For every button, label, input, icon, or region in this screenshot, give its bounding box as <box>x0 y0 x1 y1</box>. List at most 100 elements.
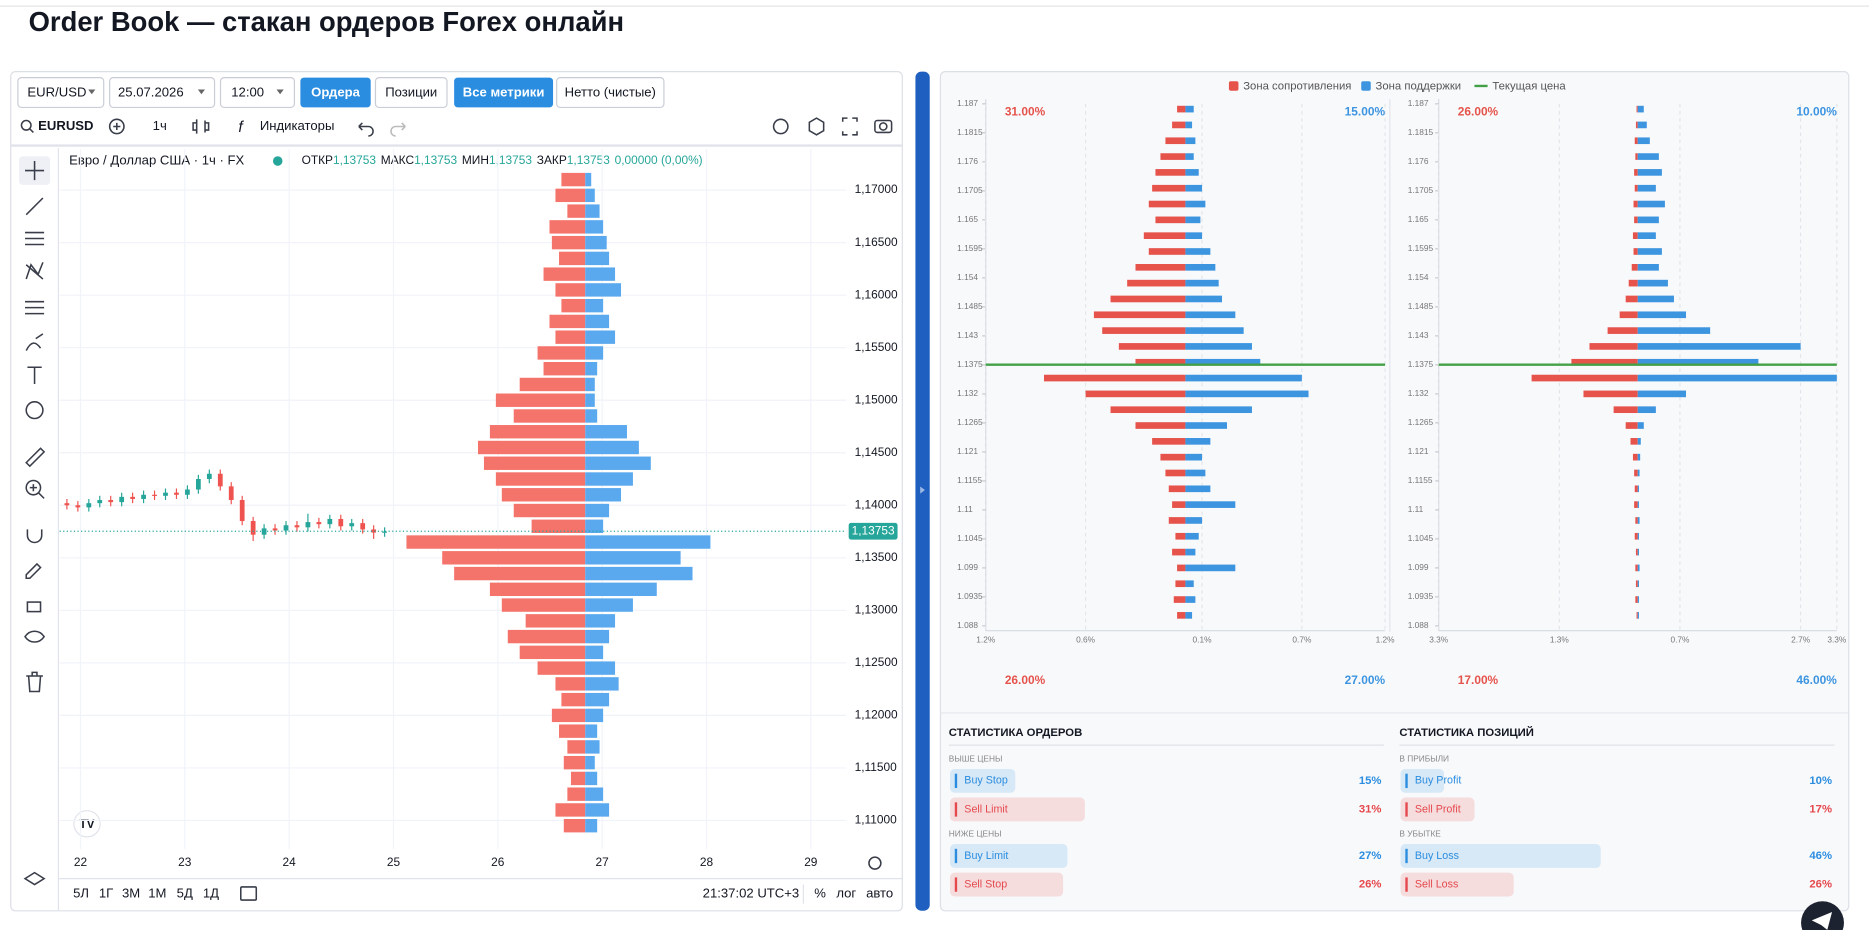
period[interactable]: 5Д <box>177 886 193 901</box>
brush-tool[interactable] <box>25 333 44 351</box>
all-metrics-button-text[interactable]: Все метрики <box>463 85 545 100</box>
symbol[interactable]: EURUSD <box>38 118 93 133</box>
search-icon <box>29 128 34 133</box>
market-status <box>272 156 283 166</box>
candle-body <box>64 503 70 506</box>
ohlc-label: МИН <box>462 153 489 167</box>
legend-label[interactable]: Текущая цена <box>1492 81 1566 93</box>
text-tool[interactable] <box>27 366 42 384</box>
log-toggle[interactable]: лог <box>836 886 856 901</box>
telegram-button[interactable] <box>1801 901 1844 930</box>
sell-bar <box>1635 580 1638 588</box>
net-button-text[interactable]: Нетто (чистые) <box>565 85 656 100</box>
sell-bar <box>1632 453 1638 461</box>
percent-toggle[interactable]: % <box>814 886 826 901</box>
undo-icon[interactable] <box>358 122 374 137</box>
pair-select-text[interactable]: EUR/USD <box>27 85 86 100</box>
buy-bar <box>1185 453 1203 461</box>
fullscreen-icon[interactable] <box>841 117 858 136</box>
indicators[interactable]: Индикаторы <box>260 118 335 133</box>
stat-accent <box>1405 877 1408 892</box>
buy-bar <box>1185 580 1194 588</box>
candle-body <box>327 518 333 525</box>
period[interactable]: 3М <box>122 886 140 901</box>
buy-bar <box>1637 216 1659 224</box>
candle-body <box>185 489 190 495</box>
candle-body <box>316 522 322 525</box>
positions-button-text[interactable]: Позиции <box>385 85 437 100</box>
date-select[interactable] <box>109 77 216 109</box>
sell-bar <box>1630 438 1638 445</box>
legend-label[interactable]: Зона поддержки <box>1376 81 1462 93</box>
legend-label[interactable]: Зона сопротивления <box>1243 81 1351 93</box>
interval[interactable]: 1ч <box>153 118 167 133</box>
lock-tool[interactable] <box>26 601 42 613</box>
net-button[interactable] <box>556 77 665 109</box>
pattern-tool[interactable] <box>25 262 44 280</box>
sell-bar <box>1175 532 1186 540</box>
sell-bar <box>489 425 586 439</box>
sell-bar <box>1619 311 1638 319</box>
add-icon[interactable] <box>108 118 125 135</box>
y-tick-label: 1.099 <box>957 562 978 572</box>
stats-title: СТАТИСТИКА ПОЗИЦИЙ <box>1399 726 1534 739</box>
candles-icon[interactable] <box>192 119 210 134</box>
corner-label: 26.00% <box>1005 673 1046 687</box>
emoji-tool[interactable] <box>25 401 44 420</box>
sell-bar <box>1634 532 1638 540</box>
layers-tool[interactable] <box>23 871 46 886</box>
auto-toggle[interactable]: авто <box>866 886 893 901</box>
buy-bar <box>1185 200 1206 208</box>
line-tool[interactable] <box>25 197 44 216</box>
candle-body <box>97 500 103 504</box>
y-tick-label: 1.1045 <box>1408 533 1434 543</box>
buy-bar <box>1637 200 1665 208</box>
time-select[interactable] <box>219 77 296 109</box>
ruler-tool[interactable] <box>25 447 46 468</box>
buy-bar <box>1185 469 1206 477</box>
y-tick-label: 1.1595 <box>1408 243 1434 253</box>
trash-tool[interactable] <box>26 671 43 693</box>
stat-name: Buy Loss <box>1415 850 1459 862</box>
period[interactable]: 1Д <box>203 886 219 901</box>
date-range-icon[interactable] <box>240 886 258 901</box>
zoom-tool[interactable] <box>25 479 42 496</box>
y-tick-label: 1.1155 <box>957 475 982 485</box>
positions-button[interactable] <box>374 77 448 109</box>
fx-icon[interactable]: f <box>238 119 244 136</box>
lock-draw-tool[interactable] <box>25 562 42 580</box>
time-select-text[interactable]: 12:00 <box>231 85 264 100</box>
group-label: НИЖЕ ЦЕНЫ <box>949 829 1002 839</box>
buy-bar <box>585 614 616 628</box>
date-select-text[interactable]: 25.07.2026 <box>118 85 184 100</box>
snapshot-icon[interactable] <box>874 119 893 134</box>
buy-bar <box>1637 469 1640 477</box>
period[interactable]: 5Л <box>73 886 89 901</box>
search-icon[interactable] <box>20 119 32 131</box>
alert-icon[interactable] <box>772 118 789 135</box>
lines-tool[interactable] <box>25 231 45 246</box>
magnet-tool[interactable] <box>26 529 43 544</box>
axis-settings[interactable] <box>868 856 882 870</box>
stat-value: 27% <box>1359 850 1382 862</box>
eye-tool[interactable] <box>24 630 46 643</box>
all-metrics-button[interactable] <box>454 77 554 108</box>
period[interactable]: 1М <box>148 886 166 901</box>
redo-icon <box>390 122 406 137</box>
sell-bar <box>1607 327 1638 334</box>
sell-bar <box>1135 358 1186 366</box>
orders-button[interactable] <box>300 77 371 108</box>
settings-icon[interactable] <box>808 117 825 136</box>
period[interactable]: 1Г <box>99 886 113 901</box>
sell-bar <box>1148 248 1186 255</box>
fib-tool[interactable] <box>25 300 45 315</box>
buy-bar <box>585 598 633 612</box>
buy-bar <box>1185 311 1236 319</box>
buy-bar <box>1185 216 1201 224</box>
crosshair-tool[interactable] <box>25 161 45 181</box>
pair-select[interactable] <box>17 77 105 109</box>
sell-bar <box>519 377 586 392</box>
x-tick-label: 27 <box>596 855 610 869</box>
buy-bar <box>585 724 598 738</box>
orders-button-text[interactable]: Ордера <box>311 85 360 100</box>
